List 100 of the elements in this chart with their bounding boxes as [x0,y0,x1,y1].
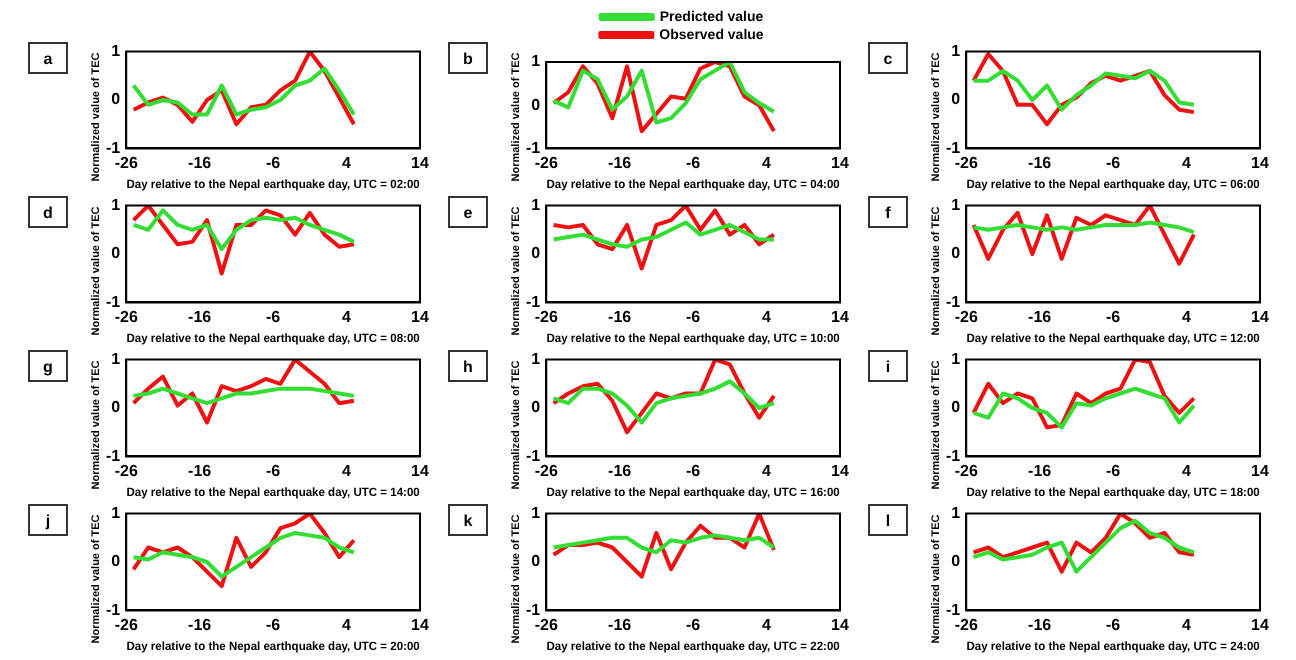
x-tick-label: -16 [188,308,213,327]
y-tick-label: 0 [951,398,962,417]
y-tick-label: 1 [111,196,122,215]
x-tick-label: -6 [1105,308,1122,327]
x-tick-label: 14 [1251,308,1270,327]
x-tick-label: -6 [685,616,702,635]
x-tick-label: -6 [265,462,282,481]
x-tick-label: 4 [1182,462,1193,481]
y-tick-label: 1 [531,196,542,215]
x-tick-label: -6 [1105,616,1122,635]
x-tick-label: -26 [114,308,139,327]
x-tick-label: -16 [1028,308,1053,327]
x-tick-label: 14 [411,462,430,481]
x-tick-label: 14 [411,154,430,173]
x-tick-label: 14 [411,308,430,327]
x-tick-label: -26 [114,616,139,635]
x-tick-label: 4 [762,308,773,327]
x-tick-label: -16 [1028,462,1053,481]
x-tick-label: -26 [114,154,139,173]
x-tick-label: -16 [1028,616,1053,635]
y-tick-label: 0 [951,90,962,109]
chart-title: j [28,504,68,536]
x-tick-label: -16 [608,154,633,173]
x-tick-label: -16 [608,462,633,481]
y-tick-label: -1 [105,138,122,157]
y-tick-label: 1 [111,504,122,523]
y-tick-label: 1 [111,42,122,61]
x-tick-label: 4 [1182,154,1193,173]
chart-title: a [28,42,68,74]
y-tick-label: 0 [531,244,542,263]
y-tick-label: -1 [525,292,542,311]
y-tick-label: 1 [951,350,962,369]
x-tick-label: -26 [534,154,559,173]
x-tick-label: -26 [114,462,139,481]
chart-title: g [28,350,68,382]
x-tick-label: -16 [1028,154,1053,173]
y-tick-label: -1 [945,446,962,465]
x-tick-label: -26 [954,616,979,635]
x-tick-label: -26 [954,462,979,481]
x-tick-label: 14 [1251,616,1270,635]
x-tick-label: -26 [954,308,979,327]
y-tick-label: 1 [951,42,962,61]
x-tick-label: -6 [1105,462,1122,481]
x-tick-label: 14 [1251,154,1270,173]
y-tick-label: -1 [525,446,542,465]
x-tick-label: 14 [1251,462,1270,481]
chart-title: f [868,196,908,228]
y-tick-label: 1 [531,52,542,71]
x-tick-label: -26 [954,154,979,173]
x-tick-label: 4 [342,154,353,173]
chart-title: k [448,504,488,536]
x-tick-label: 4 [762,616,773,635]
x-tick-label: 14 [411,616,430,635]
x-tick-label: -26 [534,616,559,635]
x-tick-label: 4 [1182,616,1193,635]
y-tick-label: -1 [105,446,122,465]
x-tick-label: -6 [265,154,282,173]
x-tick-label: -6 [685,308,702,327]
chart-title: l [868,504,908,536]
y-tick-label: -1 [105,292,122,311]
x-tick-label: 4 [762,462,773,481]
x-tick-label: 4 [342,308,353,327]
chart-title: i [868,350,908,382]
x-tick-label: -16 [188,462,213,481]
y-tick-label: 1 [951,196,962,215]
x-tick-label: -26 [534,462,559,481]
chart-title: e [448,196,488,228]
y-tick-label: -1 [945,600,962,619]
x-tick-label: 14 [831,154,850,173]
y-tick-label: 1 [951,504,962,523]
x-tick-label: 14 [831,616,850,635]
x-tick-label: -6 [1105,154,1122,173]
y-tick-label: 0 [531,552,542,571]
x-tick-label: -16 [188,154,213,173]
x-tick-label: -16 [608,616,633,635]
y-tick-label: 1 [111,350,122,369]
x-tick-label: -16 [188,616,213,635]
chart-title: h [448,350,488,382]
x-tick-label: 4 [1182,308,1193,327]
y-tick-label: -1 [945,138,962,157]
y-tick-label: 0 [111,244,122,263]
x-tick-label: 14 [831,308,850,327]
chart-title: d [28,196,68,228]
y-tick-label: -1 [525,600,542,619]
x-tick-label: 4 [342,616,353,635]
x-tick-label: 14 [831,462,850,481]
x-tick-label: -6 [265,616,282,635]
y-tick-label: 0 [111,90,122,109]
y-tick-label: -1 [945,292,962,311]
x-tick-label: 4 [762,154,773,173]
y-tick-label: 0 [111,398,122,417]
x-tick-label: 4 [342,462,353,481]
x-tick-label: -16 [608,308,633,327]
y-tick-label: 0 [951,244,962,263]
y-tick-label: -1 [105,600,122,619]
chart-title: c [868,42,908,74]
chart-title: b [448,42,488,74]
x-tick-label: -6 [685,154,702,173]
y-tick-label: 0 [111,552,122,571]
y-tick-label: -1 [525,138,542,157]
